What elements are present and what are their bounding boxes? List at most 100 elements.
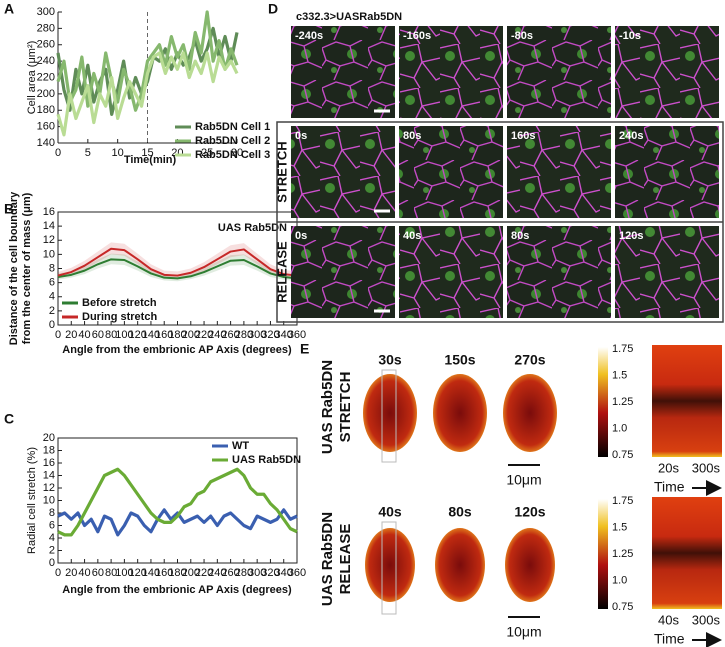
y-tick-label: 10 — [43, 494, 55, 506]
microscopy-image — [507, 126, 611, 218]
x-tick-label: 240 — [208, 329, 226, 341]
x-tick-label: 25 — [201, 147, 213, 159]
series-line — [56, 10, 239, 112]
kymo-end: 300s — [692, 460, 721, 475]
time-label: 120s — [619, 230, 643, 242]
y-tick-label: 12 — [43, 234, 55, 246]
y-tick-label: 16 — [43, 457, 55, 469]
y-tick-label: 220 — [37, 71, 55, 83]
colorbar-label: 1.5 — [612, 369, 627, 381]
series-line — [56, 51, 239, 137]
y-tick-label: 2 — [49, 544, 55, 556]
microscopy-image — [615, 126, 719, 218]
y-axis-label: Cell area (μm²) — [26, 41, 38, 115]
time-label: 270s — [514, 352, 545, 368]
time-label: 120s — [514, 504, 545, 520]
y-tick-label: 180 — [37, 104, 55, 116]
series-line — [57, 258, 298, 280]
time-label: 30s — [378, 352, 402, 368]
time-label: 40s — [378, 504, 402, 520]
colorbar-label: 1.5 — [612, 521, 627, 533]
legend-label: WT — [232, 440, 249, 452]
time-label: 40s — [403, 230, 421, 242]
microscopy-image — [615, 26, 719, 118]
y-tick-label: 280 — [37, 22, 55, 34]
scale-bar-label: 10μm — [506, 472, 541, 488]
confidence-band — [58, 242, 297, 280]
x-tick-label: 80 — [105, 329, 117, 341]
x-tick-label: 300 — [248, 567, 266, 579]
row-label: RELEASE — [274, 241, 289, 303]
x-tick-label: 200 — [182, 567, 200, 579]
y-tick-label: 6 — [49, 277, 55, 289]
panel-letter: A — [4, 1, 14, 17]
x-tick-label: 260 — [221, 329, 239, 341]
x-tick-label: 260 — [221, 567, 239, 579]
x-tick-label: 140 — [142, 329, 160, 341]
x-tick-label: 40 — [78, 567, 90, 579]
colorbar-label: 1.75 — [612, 495, 633, 507]
x-tick-label: 60 — [92, 567, 104, 579]
y-tick-label: 4 — [49, 291, 55, 303]
x-tick-label: 20 — [65, 329, 77, 341]
chart-title: UAS Rab5DN — [218, 222, 287, 234]
microscopy-image — [507, 226, 611, 318]
x-tick-label: 140 — [142, 567, 160, 579]
kymograph — [652, 497, 722, 609]
x-tick-label: 40 — [78, 329, 90, 341]
colorbar-label: 1.25 — [612, 396, 633, 408]
time-label: 0s — [295, 130, 307, 142]
x-tick-label: 320 — [261, 329, 279, 341]
x-tick-label: 320 — [261, 567, 279, 579]
y-tick-label: 0 — [49, 557, 55, 569]
x-tick-label: 360 — [288, 567, 306, 579]
legend-label: UAS Rab5DN — [232, 454, 301, 466]
time-axis-label: Time — [654, 631, 685, 647]
x-tick-label: 180 — [168, 329, 186, 341]
kymo-start: 40s — [658, 612, 679, 627]
time-axis-label: Time — [654, 479, 685, 495]
x-tick-label: 220 — [195, 329, 213, 341]
colorbar-label: 0.75 — [612, 449, 633, 461]
x-tick-label: 300 — [248, 329, 266, 341]
colorbar-label: 0.75 — [612, 601, 633, 613]
legend-label: Rab5DN Cell 1 — [195, 121, 270, 133]
selection-box — [381, 521, 397, 615]
kymo-end: 300s — [692, 612, 721, 627]
panel-letter: D — [268, 1, 278, 17]
time-label: -240s — [295, 30, 323, 42]
x-tick-label: 0 — [55, 567, 61, 579]
time-label: 0s — [295, 230, 307, 242]
colorbar-label: 1.75 — [612, 343, 633, 355]
x-tick-label: 10 — [112, 147, 124, 159]
cell-image — [435, 528, 485, 602]
time-label: 80s — [448, 504, 472, 520]
x-tick-label: 340 — [275, 567, 293, 579]
x-tick-label: 360 — [288, 329, 306, 341]
x-tick-label: 80 — [105, 567, 117, 579]
y-tick-label: 14 — [43, 469, 55, 481]
legend-label: During stretch — [82, 311, 157, 323]
row-label: STRETCH — [337, 372, 354, 443]
y-tick-label: 140 — [37, 137, 55, 149]
x-axis-label: Angle from the embrionic AP Axis (degree… — [62, 584, 292, 596]
y-tick-label: 260 — [37, 39, 55, 51]
microscopy-image — [291, 26, 395, 118]
x-tick-label: 200 — [182, 329, 200, 341]
microscopy-image — [507, 26, 611, 118]
series-line — [57, 247, 298, 277]
y-tick-label: 16 — [43, 206, 55, 218]
y-tick-label: 8 — [49, 262, 55, 274]
x-tick-label: 280 — [235, 567, 253, 579]
microscopy-image — [291, 126, 395, 218]
y-tick-label: 12 — [43, 482, 55, 494]
x-tick-label: 20 — [65, 567, 77, 579]
x-tick-label: 160 — [155, 329, 173, 341]
colorbar-label: 1.0 — [612, 422, 627, 434]
panel-letter: B — [4, 201, 14, 217]
colorbar — [598, 499, 608, 609]
row-label: UAS Rab5DN — [319, 512, 336, 606]
microscopy-image — [399, 126, 503, 218]
x-tick-label: 240 — [208, 567, 226, 579]
